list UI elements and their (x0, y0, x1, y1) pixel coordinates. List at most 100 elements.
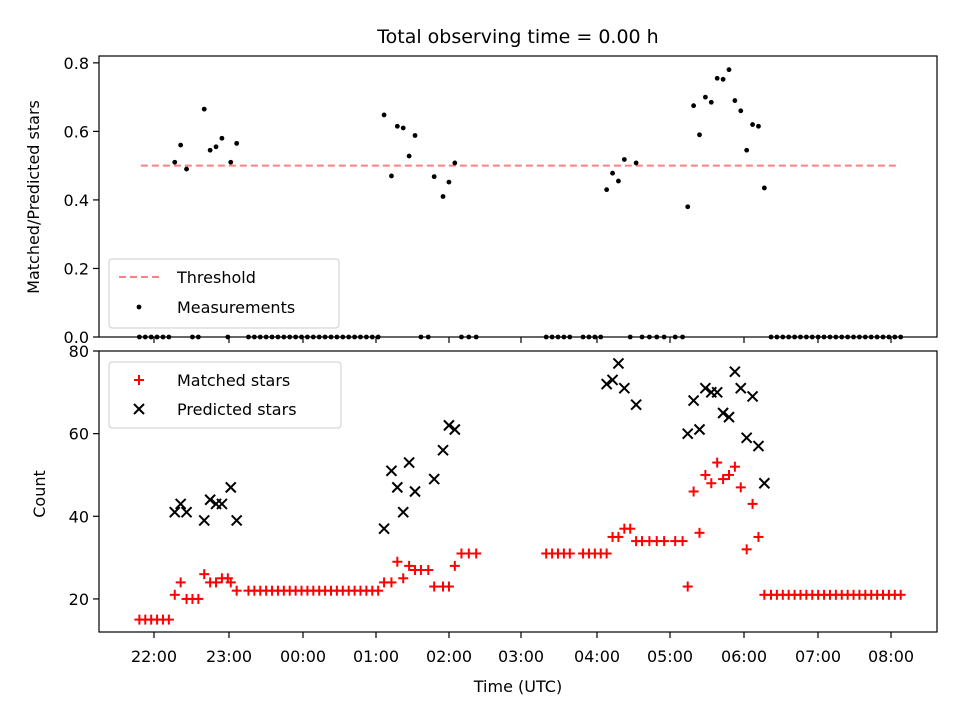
y-tick-label: 60 (69, 425, 89, 444)
data-point (732, 98, 738, 103)
bottom-plot-marks (134, 357, 906, 625)
data-point (752, 440, 765, 452)
data-point (740, 432, 753, 444)
data-point (403, 456, 415, 469)
bottom-legend-box (108, 361, 342, 429)
legend-matched-label: Matched stars (177, 371, 290, 390)
data-point (735, 482, 746, 493)
data-point (720, 76, 726, 82)
top-y-ticks: 0.0 0.2 0.4 0.6 0.8 (64, 54, 99, 347)
data-point (601, 548, 612, 559)
data-point (738, 108, 744, 114)
x-tick-label: 07:00 (795, 647, 841, 666)
data-point (741, 544, 752, 555)
data-point (688, 486, 699, 497)
data-point (398, 573, 409, 584)
data-point (747, 498, 758, 509)
top-panel: 0.00.20.40.60.8 Matched/Predicted stars … (24, 54, 938, 347)
data-point (378, 522, 390, 535)
data-point (633, 160, 639, 166)
data-point (169, 506, 181, 518)
data-point (392, 556, 403, 567)
x-tick-label: 00:00 (280, 647, 326, 666)
data-point (600, 378, 613, 390)
data-point (616, 178, 621, 184)
x-tick-label: 22:00 (131, 647, 177, 666)
data-point (723, 411, 735, 423)
data-point (682, 427, 694, 440)
legend-measurements-marker (136, 304, 142, 310)
data-point (423, 565, 434, 576)
data-point (429, 581, 440, 592)
data-point (381, 112, 387, 118)
data-point (389, 173, 394, 179)
data-point (697, 132, 702, 138)
top-legend-box (108, 258, 340, 329)
x-tick-label: 23:00 (206, 647, 252, 666)
data-point (397, 506, 409, 518)
bottom-axes-frame (98, 350, 938, 633)
data-point (726, 67, 732, 73)
data-point (404, 560, 415, 571)
data-point (452, 160, 458, 166)
y-tick-label: 0.4 (64, 191, 89, 210)
data-point (449, 560, 460, 571)
data-point (193, 593, 204, 604)
data-point (700, 469, 711, 480)
data-point (729, 461, 740, 472)
bottom-panel: 20 40 60 80 22:00 23:00 00:00 01:00 02:00 03:00 0… (30, 342, 938, 696)
x-tick-label: 08:00 (868, 647, 914, 666)
data-point (174, 498, 187, 510)
data-point (564, 548, 575, 559)
data-point (625, 523, 636, 534)
legend-predicted-label: Predicted stars (177, 400, 297, 419)
data-point (199, 569, 210, 580)
x-tick-label: 01:00 (353, 647, 399, 666)
legend-matched-marker (134, 375, 144, 385)
data-point (659, 536, 670, 547)
data-point (213, 144, 219, 150)
legend-predicted-marker (133, 403, 145, 415)
data-point (612, 357, 625, 370)
data-point (682, 581, 693, 592)
data-point (219, 135, 225, 141)
data-point (446, 179, 452, 185)
data-point (685, 204, 691, 210)
data-point (699, 382, 712, 394)
data-point (706, 478, 717, 489)
bottom-y-ticks: 20 40 60 80 (69, 342, 99, 609)
data-point (412, 133, 418, 138)
top-axes-frame (98, 55, 938, 338)
data-point (178, 142, 184, 148)
top-x-ticks (153, 337, 892, 343)
data-point (621, 157, 627, 162)
data-point (758, 477, 771, 489)
data-point (163, 614, 174, 625)
x-tick-label: 04:00 (574, 647, 620, 666)
data-point (717, 407, 729, 419)
data-point (230, 514, 243, 527)
data-point (723, 469, 734, 480)
x-tick-label: 03:00 (498, 647, 544, 666)
data-point (618, 382, 631, 394)
data-point (201, 106, 207, 112)
data-point (630, 399, 642, 411)
data-point (228, 159, 234, 165)
y-tick-label: 80 (69, 342, 89, 361)
data-point (729, 365, 741, 378)
series-matched-stars (134, 457, 906, 625)
bottom-x-axis-label: Time (UTC) (473, 677, 562, 696)
x-tick-label: 02:00 (426, 647, 472, 666)
x-tick-label: 06:00 (721, 647, 767, 666)
data-point (225, 481, 237, 494)
data-point (428, 473, 440, 485)
x-tick-label: 05:00 (647, 647, 693, 666)
data-point (184, 166, 189, 172)
data-point (610, 170, 615, 176)
y-tick-label: 0.2 (64, 259, 89, 278)
data-point (373, 585, 384, 596)
data-point (694, 527, 705, 538)
data-point (708, 99, 714, 105)
y-tick-label: 0.8 (64, 54, 89, 73)
